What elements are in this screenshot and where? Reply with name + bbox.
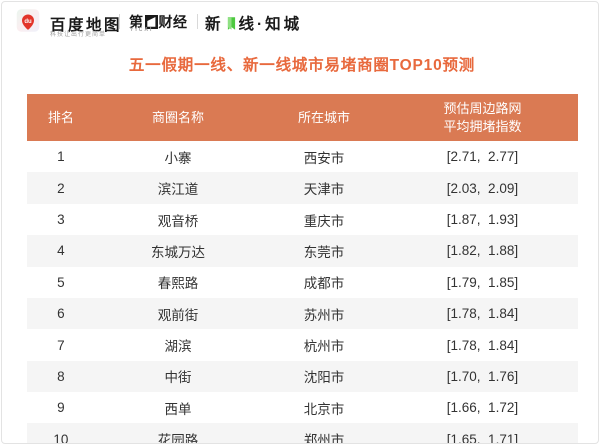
svg-text:du: du xyxy=(24,19,32,25)
